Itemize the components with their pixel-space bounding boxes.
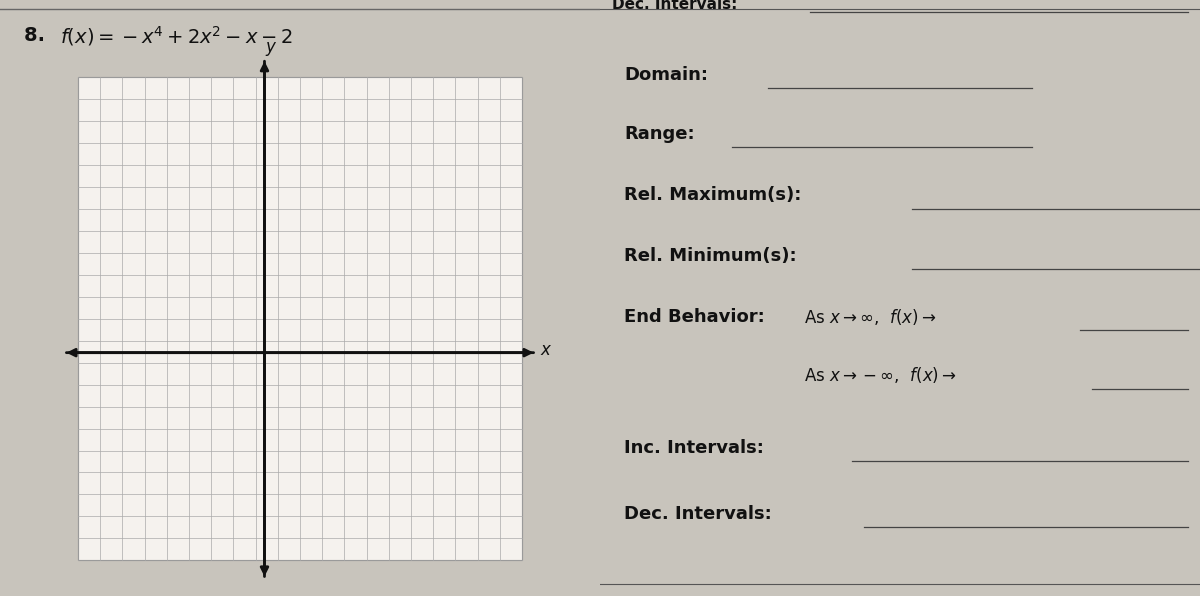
Text: Inc. Intervals:: Inc. Intervals: bbox=[624, 439, 764, 457]
Text: Range:: Range: bbox=[624, 125, 695, 143]
Text: Rel. Maximum(s):: Rel. Maximum(s): bbox=[624, 187, 802, 204]
Text: Dec. Intervals:: Dec. Intervals: bbox=[624, 505, 772, 523]
Text: $f(x)=-x^4+2x^2-x-2$: $f(x)=-x^4+2x^2-x-2$ bbox=[60, 24, 293, 48]
Text: 8.: 8. bbox=[24, 26, 52, 45]
Text: End Behavior:: End Behavior: bbox=[624, 308, 764, 326]
Text: As $x\rightarrow-\infty$,  $f(x)\rightarrow$: As $x\rightarrow-\infty$, $f(x)\rightarr… bbox=[804, 365, 956, 386]
Text: As $x\rightarrow\infty$,  $f(x)\rightarrow$: As $x\rightarrow\infty$, $f(x)\rightarro… bbox=[804, 307, 936, 327]
Text: x: x bbox=[540, 341, 550, 359]
Bar bbox=[78, 77, 522, 560]
Text: Rel. Minimum(s):: Rel. Minimum(s): bbox=[624, 247, 797, 265]
Text: Domain:: Domain: bbox=[624, 66, 708, 83]
Text: Dec. Intervals:: Dec. Intervals: bbox=[612, 0, 737, 12]
Text: y: y bbox=[265, 38, 276, 56]
